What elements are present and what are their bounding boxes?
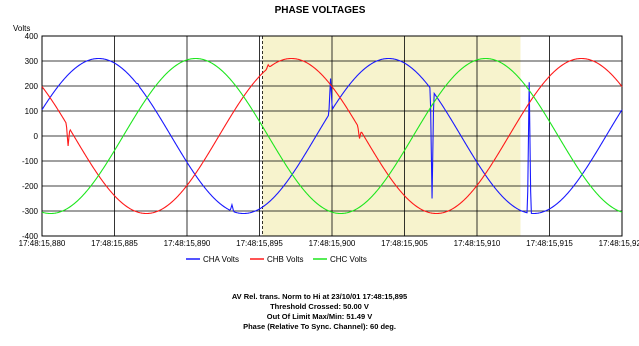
x-axis: 17:48:15,880 17:48:15,885 17:48:15,890 17:4… [19, 239, 639, 248]
plot-area [41, 35, 623, 237]
y-tick-label: 200 [25, 82, 39, 91]
y-tick-label: -300 [22, 207, 39, 216]
legend-label: CHB Volts [267, 255, 303, 264]
series-line-cha-volts [41, 57, 623, 215]
y-tick-label: 300 [25, 57, 39, 66]
x-tick-label: 17:48:15,915 [526, 239, 573, 248]
x-tick-label: 17:48:15,880 [19, 239, 66, 248]
x-tick-label: 17:48:15,910 [454, 239, 501, 248]
info-line-2: Threshold Crossed: 50.00 V [270, 302, 369, 311]
y-tick-label: -400 [22, 232, 39, 241]
series-lines [41, 57, 623, 215]
y-tick-label: -100 [22, 157, 39, 166]
info-line-1: AV Rel. trans. Norm to Hi at 23/10/01 17… [231, 292, 408, 301]
chart-title: PHASE VOLTAGES [275, 5, 366, 16]
y-axis-label: Volts [13, 24, 30, 33]
legend: CHA Volts CHB Volts CHC Volts [186, 255, 367, 264]
legend-label: CHA Volts [203, 255, 239, 264]
x-tick-label: 17:48:15,890 [164, 239, 211, 248]
x-tick-label: 17:48:15,920 [599, 239, 639, 248]
x-tick-label: 17:48:15,885 [91, 239, 138, 248]
info-line-4: Phase (Relative To Sync. Channel): 60 de… [243, 322, 396, 331]
info-line-3: Out Of Limit Max/Min: 51.49 V [266, 312, 373, 321]
x-tick-label: 17:48:15,895 [236, 239, 283, 248]
y-axis: 400 300 200 100 0 -100 -200 -300 -400 [22, 32, 39, 241]
y-tick-label: 100 [25, 107, 39, 116]
y-tick-label: 400 [25, 32, 39, 41]
legend-label: CHC Volts [330, 255, 367, 264]
series-line-chb-volts [41, 57, 623, 215]
y-tick-label: 0 [34, 132, 39, 141]
x-tick-label: 17:48:15,900 [309, 239, 356, 248]
x-tick-label: 17:48:15,905 [381, 239, 428, 248]
y-tick-label: -200 [22, 182, 39, 191]
grid-lines [41, 35, 623, 237]
series-line-chc-volts [41, 57, 623, 215]
phase-voltages-chart: PHASE VOLTAGES Volts 400 300 200 100 0 -100 -2… [13, 5, 639, 264]
